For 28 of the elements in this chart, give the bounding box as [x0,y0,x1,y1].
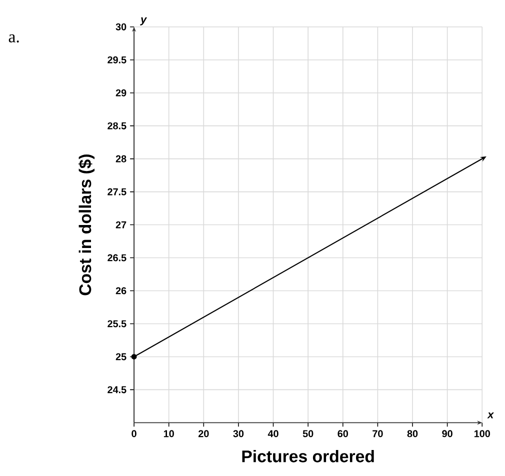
x-axis-title: Pictures ordered [242,450,374,462]
y-tick-label: 26.5 [108,254,126,262]
x-tick-label: 30 [233,430,244,438]
y-axis-title: Cost in dollars ($) [78,154,95,296]
x-tick-label: 80 [407,430,418,437]
y-tick-label: 30 [116,23,126,30]
text: a. [8,34,19,42]
y-tick-label: 28.5 [108,122,126,130]
y-tick-label: 29 [116,89,126,96]
y-tick-label: 24.5 [108,386,126,394]
x-tick-label: 60 [338,430,348,437]
x-tick-label: 40 [268,430,278,437]
x-tick-label: 100 [474,430,490,437]
y-tick-label: 25.5 [108,320,126,328]
y-tick-label: 29.5 [108,56,126,64]
y-tick-label: 25 [116,353,126,360]
x-tick-label: 90 [442,430,452,437]
y-tick-label: 27.5 [108,188,126,196]
y-tick-label: 28 [116,155,126,162]
x-tick-label: 10 [164,430,174,437]
y-tick-label: 26 [116,287,126,294]
y-tick-label: 27 [116,221,126,228]
x-tick-label: 0 [132,430,136,437]
x-tick-label: 20 [198,430,209,437]
x-tick-label: 70 [372,430,383,437]
text: x [487,412,494,418]
text: y [140,17,148,26]
x-tick-label: 50 [302,430,314,437]
